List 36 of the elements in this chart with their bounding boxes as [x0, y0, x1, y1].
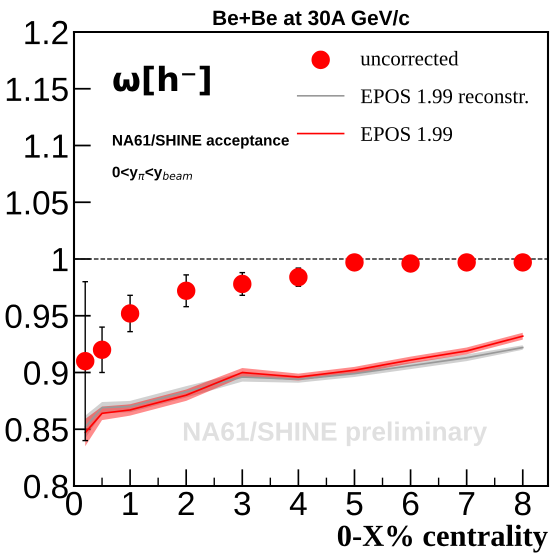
- x-tick-label: 7: [459, 492, 474, 516]
- annotation: NA61/SHINE acceptance: [112, 134, 289, 149]
- point: [92, 340, 112, 359]
- x-tick-label: 8: [514, 492, 531, 516]
- y-tick-label: 0.9: [24, 361, 68, 385]
- point: [345, 253, 364, 272]
- point: [176, 282, 196, 300]
- legend-label: EPOS 1.99: [360, 127, 452, 142]
- y-tick-label: 1.2: [25, 20, 68, 44]
- y-tick-label: 1.05: [6, 191, 68, 215]
- annotation: 0<y$_{π}$<y$_{beam}$: [112, 166, 192, 180]
- y-tick-label: 0.85: [6, 418, 68, 442]
- point: [514, 253, 532, 272]
- point: [233, 274, 252, 294]
- point: [76, 352, 94, 370]
- y-tick-label: 1: [53, 248, 68, 272]
- y-tick-label: 0.95: [6, 304, 68, 328]
- annotation: ω[h⁻]: [113, 66, 210, 96]
- x-axis-title: 0-X% centrality: [338, 524, 548, 553]
- x-tick-label: 3: [234, 492, 250, 516]
- legend-label: EPOS 1.99 reconstr.: [360, 89, 528, 104]
- x-tick-label: 0: [66, 492, 82, 516]
- legend-label: uncorrected: [360, 50, 458, 66]
- y-tick-label: 1.15: [6, 78, 68, 102]
- y-tick-label: 0.8: [24, 474, 68, 498]
- chart-title: Be+Be at 30A GeV/c: [213, 10, 410, 26]
- point: [289, 268, 308, 286]
- point: [401, 254, 420, 273]
- y-tick-label: 1.1: [25, 134, 68, 158]
- x-tick-label: 2: [178, 492, 194, 516]
- x-tick-label: 5: [346, 492, 362, 516]
- x-tick-label: 6: [402, 492, 418, 516]
- point: [457, 253, 476, 272]
- x-tick-label: 4: [290, 492, 307, 516]
- x-tick-label: 1: [123, 492, 138, 516]
- point: [120, 304, 140, 323]
